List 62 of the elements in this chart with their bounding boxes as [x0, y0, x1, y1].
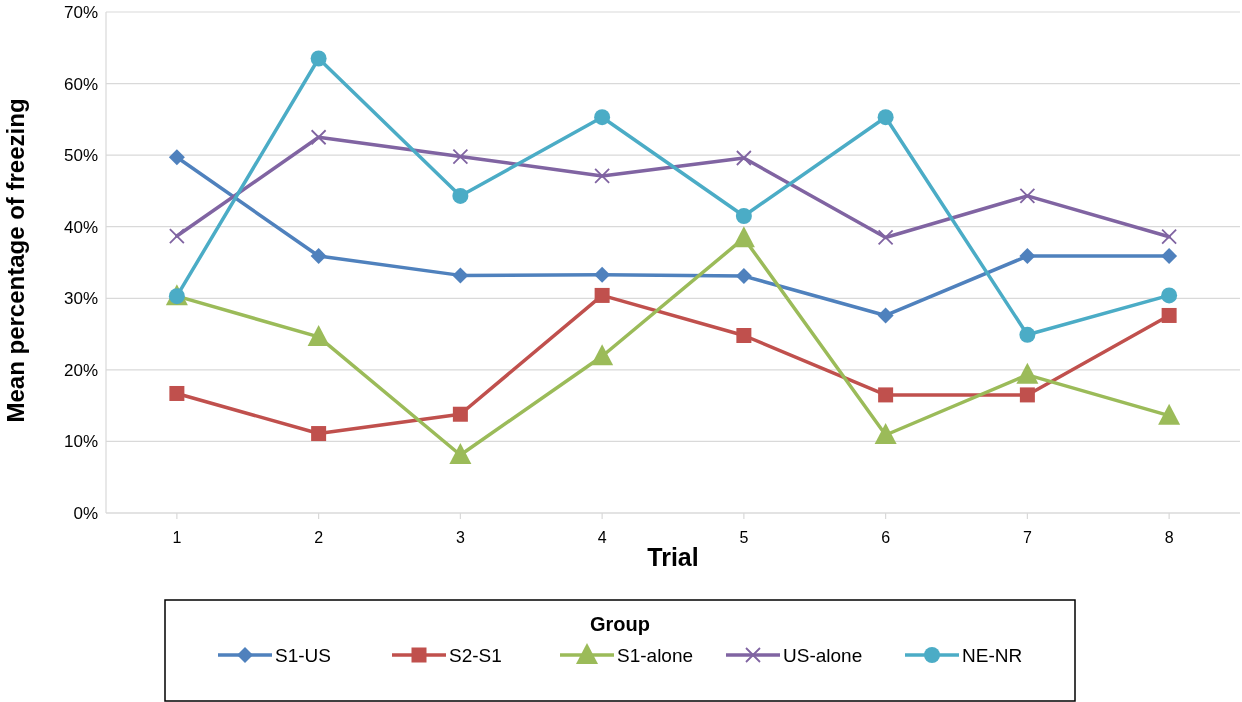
point — [877, 307, 894, 324]
point — [735, 268, 752, 285]
legend-label: US-alone — [783, 645, 863, 666]
legend-label: NE-NR — [962, 645, 1023, 666]
x-axis-title: Trial — [647, 543, 699, 571]
point — [1161, 307, 1177, 323]
x-tick-label: 7 — [1022, 529, 1032, 546]
x-tick-label: 6 — [881, 529, 891, 546]
point — [1161, 287, 1178, 304]
point — [878, 387, 894, 403]
point — [591, 344, 614, 366]
point — [877, 109, 894, 126]
point — [1016, 362, 1039, 384]
point — [168, 149, 185, 166]
point — [310, 129, 327, 146]
x-tick-label: 2 — [314, 529, 324, 546]
legend-label: S1-US — [275, 645, 331, 666]
y-tick-label: 10% — [63, 432, 98, 452]
x-tick-label: 1 — [172, 529, 182, 546]
x-tick-label: 8 — [1164, 529, 1174, 546]
point — [169, 385, 185, 401]
x-tick-label: 5 — [739, 529, 749, 546]
point — [452, 148, 469, 165]
point — [594, 266, 611, 283]
point — [311, 426, 327, 442]
point — [449, 443, 472, 465]
point — [1019, 188, 1036, 204]
point — [1019, 248, 1036, 265]
point — [594, 287, 610, 303]
point — [874, 422, 897, 444]
y-tick-label: 50% — [63, 146, 98, 166]
point — [310, 50, 327, 67]
y-tick-label: 20% — [63, 360, 98, 380]
point — [452, 267, 469, 284]
x-tick-label: 3 — [455, 529, 465, 546]
legend-label: S1-alone — [617, 645, 694, 666]
legend-title: Group — [590, 613, 650, 635]
y-tick-label: 40% — [63, 217, 98, 237]
point — [307, 324, 330, 346]
y-tick-label: 30% — [63, 289, 98, 309]
point — [1019, 387, 1035, 403]
point — [452, 406, 468, 422]
y-tick-label: 0% — [73, 504, 98, 523]
point — [877, 229, 894, 246]
point — [168, 228, 185, 244]
point — [1161, 228, 1178, 245]
y-tick-label: 70% — [63, 3, 98, 22]
point — [736, 328, 752, 343]
point — [1158, 403, 1181, 425]
y-axis-title: Mean percentage of freezing — [2, 98, 29, 423]
point — [452, 187, 469, 204]
point — [735, 207, 752, 224]
y-tick-label: 60% — [63, 74, 98, 94]
point — [594, 109, 611, 126]
legend-label: S2-S1 — [449, 645, 502, 666]
point — [735, 150, 752, 166]
point — [310, 248, 327, 265]
point — [1161, 248, 1178, 265]
point — [594, 168, 611, 184]
x-tick-label: 4 — [597, 529, 607, 546]
point — [1019, 326, 1036, 343]
point — [732, 226, 755, 248]
